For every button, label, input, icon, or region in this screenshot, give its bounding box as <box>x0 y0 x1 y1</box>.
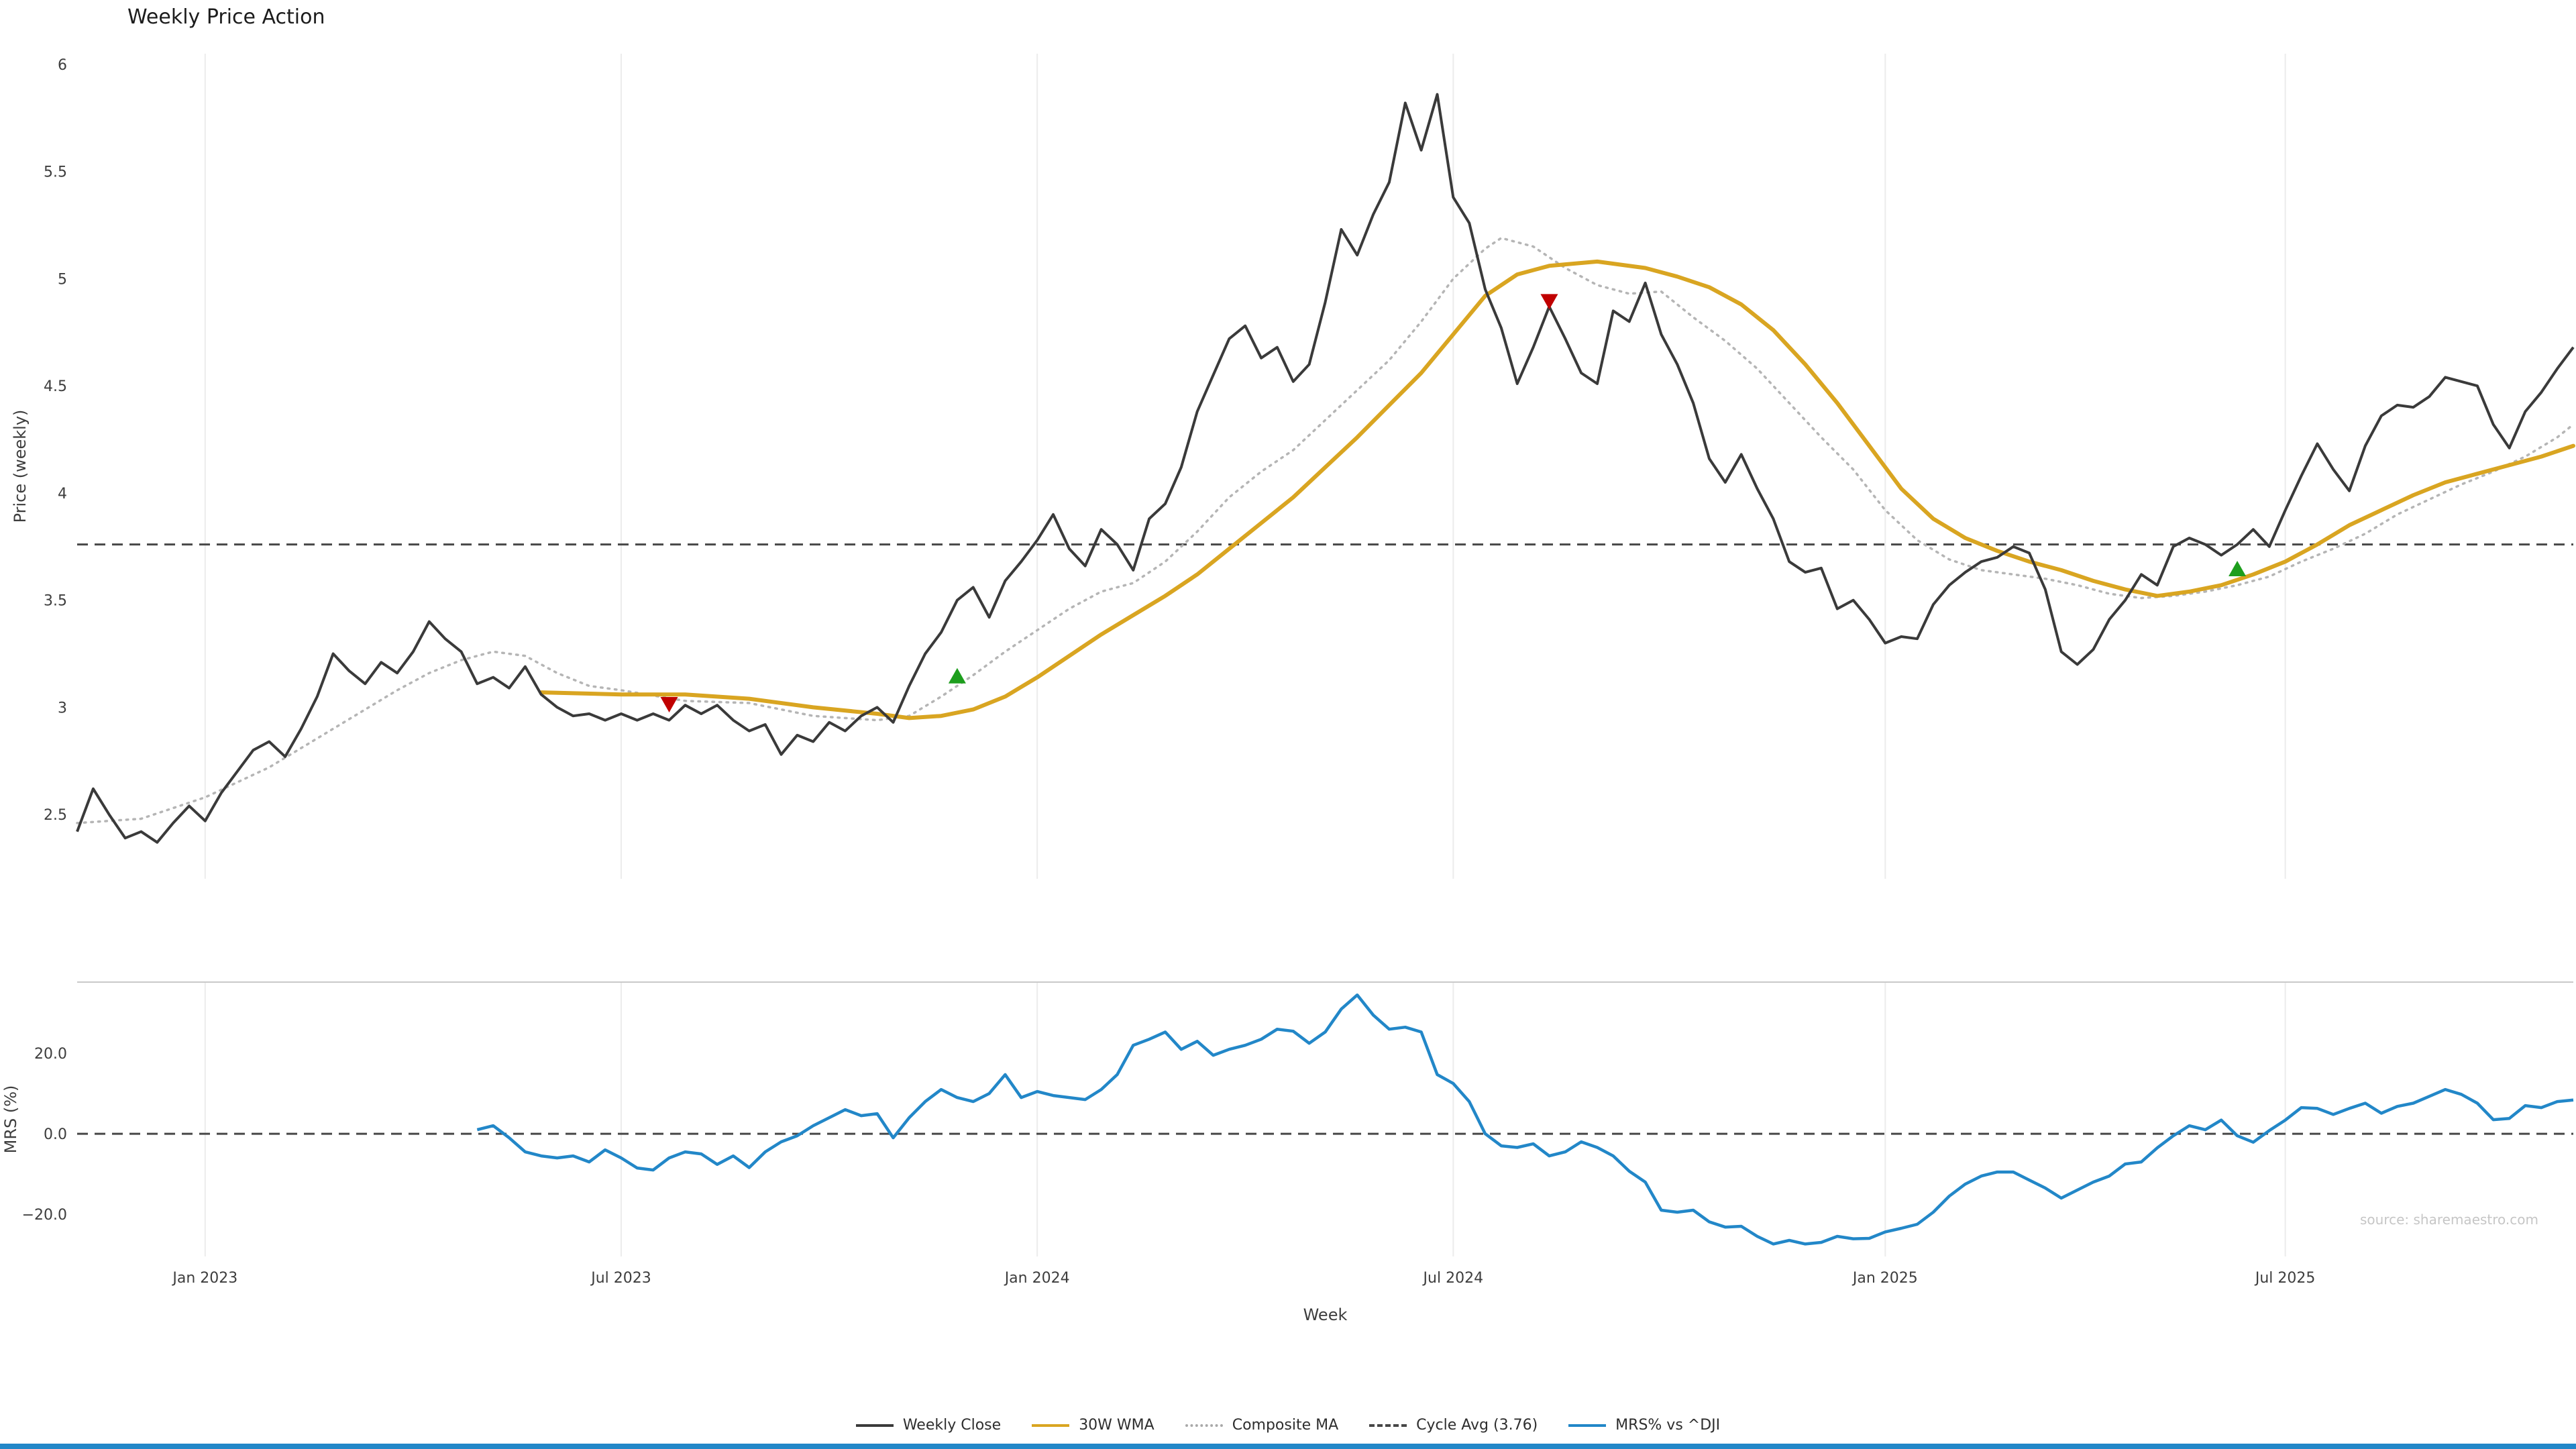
legend-swatch-cycle-avg <box>1369 1424 1407 1427</box>
svg-text:MRS (%): MRS (%) <box>1 1085 20 1154</box>
bottom-accent-strip <box>0 1444 2576 1449</box>
legend-item-composite-ma: Composite MA <box>1185 1417 1338 1434</box>
svg-text:20.0: 20.0 <box>34 1046 67 1063</box>
svg-text:4: 4 <box>58 486 67 502</box>
svg-text:Jul 2024: Jul 2024 <box>1422 1270 1484 1287</box>
svg-text:Jan 2025: Jan 2025 <box>1851 1270 1918 1287</box>
legend-item-mrs: MRS% vs ^DJI <box>1568 1417 1720 1434</box>
legend-item-cycle-avg: Cycle Avg (3.76) <box>1369 1417 1538 1434</box>
legend-swatch-weekly-close <box>855 1424 894 1427</box>
legend-item-weekly-close: Weekly Close <box>855 1417 1002 1434</box>
svg-text:Price (weekly): Price (weekly) <box>11 410 30 523</box>
svg-text:3.5: 3.5 <box>44 593 67 610</box>
legend-item-30w-wma: 30W WMA <box>1032 1417 1155 1434</box>
legend: Weekly Close 30W WMA Composite MA Cycle … <box>0 1417 2576 1434</box>
legend-label-composite-ma: Composite MA <box>1232 1417 1339 1434</box>
source-watermark: source: sharemaestro.com <box>2360 1212 2538 1228</box>
legend-label-weekly-close: Weekly Close <box>902 1417 1002 1434</box>
svg-text:Jul 2023: Jul 2023 <box>590 1270 651 1287</box>
svg-text:3: 3 <box>58 700 67 716</box>
legend-swatch-mrs <box>1568 1424 1607 1427</box>
svg-text:Jan 2023: Jan 2023 <box>171 1270 237 1287</box>
svg-text:0.0: 0.0 <box>44 1126 67 1143</box>
svg-text:−20.0: −20.0 <box>22 1207 67 1224</box>
legend-swatch-30w-wma <box>1032 1424 1070 1427</box>
svg-text:6: 6 <box>58 57 67 74</box>
legend-label-30w-wma: 30W WMA <box>1079 1417 1155 1434</box>
svg-text:2.5: 2.5 <box>44 807 67 824</box>
legend-label-mrs: MRS% vs ^DJI <box>1615 1417 1721 1434</box>
svg-text:4.5: 4.5 <box>44 378 67 395</box>
chart-title: Weekly Price Action <box>127 5 325 29</box>
svg-text:5.5: 5.5 <box>44 164 67 181</box>
svg-text:Jul 2025: Jul 2025 <box>2254 1270 2316 1287</box>
legend-swatch-composite-ma <box>1185 1424 1223 1427</box>
svg-text:Jan 2024: Jan 2024 <box>1004 1270 1070 1287</box>
svg-text:5: 5 <box>58 271 67 288</box>
svg-text:Week: Week <box>1303 1305 1348 1324</box>
legend-label-cycle-avg: Cycle Avg (3.76) <box>1416 1417 1538 1434</box>
